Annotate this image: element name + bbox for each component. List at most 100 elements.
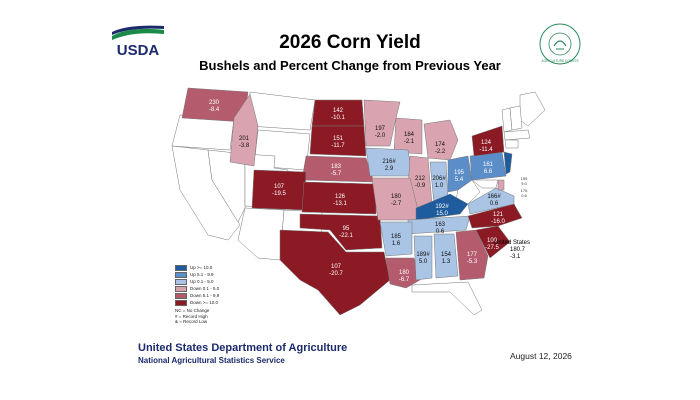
state-label-wi-change: -2.1 [404,139,415,145]
state-label-il-yield: 212 [415,176,426,182]
state-ky [415,193,469,221]
state-id [229,93,259,167]
state-label-ne-yield: 183 [331,164,342,170]
state-nc [467,203,523,229]
state-label-oh-change: 5.4 [455,177,464,183]
state-mt [247,91,316,131]
state-label-tx-change: -20.7 [329,271,343,277]
state-nj [503,151,513,175]
state-ct [504,139,519,149]
state-label-co-change: -19.5 [272,191,286,197]
state-label-ky-change: 15.0 [436,211,448,217]
legend-label: Up 5.1 - 9.9 [190,272,214,277]
state-ga [455,229,489,281]
state-sd [309,125,367,157]
state-label-pa-change: 6.6 [484,169,493,175]
state-label-ny-change: -11.4 [479,147,493,153]
legend-swatch [175,264,187,271]
state-label-nc-change: -16.0 [491,219,505,225]
state-me [519,91,546,127]
state-label-wa-change: -8.4 [209,107,220,113]
legend-swatch [175,278,187,285]
legend-swatch [175,299,187,306]
state-label-pa-yield: 161 [483,162,494,168]
state-tx [279,229,391,315]
state-label-ks-yield: 126 [335,194,346,200]
state-label-wa-yield: 230 [209,100,220,106]
usda-logo-text: USDA [117,42,160,59]
state-label-co-yield: 107 [274,184,285,190]
state-label-ga-change: -5.3 [467,259,478,265]
legend-label: Up >= 10.0 [190,265,213,270]
state-label-nj-change: 9.0 [521,181,527,186]
state-label-va-change: 0.6 [490,201,499,207]
state-nh [509,105,523,131]
page-subtitle: Bushels and Percent Change from Previous… [199,58,501,73]
page-title: 2026 Corn Yield [279,32,421,53]
nass-agency-name: National Agricultural Statistics Service [138,356,285,365]
state-label-mi-yield: 174 [435,142,446,148]
state-label-ks-change: -13.1 [333,201,347,207]
legend-item: Down 0.1 - 5.0 [175,285,265,292]
usda-department-name: United States Department of Agriculture [138,342,348,354]
legend-item: Up >= 10.0 [175,264,265,271]
legend-item: Down >= 10.0 [175,299,265,306]
state-label-il-change: -0.9 [415,183,426,189]
state-label-nc-yield: 121 [493,212,504,218]
state-ks [301,181,377,215]
state-label-in-change: 1.0 [435,183,444,189]
us-total-label: United States 180.7 -3.1 [494,240,530,260]
legend-note: # = Record High [175,313,208,319]
legend-swatch [175,271,187,278]
state-al [433,233,459,279]
legend-swatch [175,292,187,299]
state-la [385,257,421,289]
state-label-ar-yield: 185 [391,234,402,240]
state-label-id-change: -3.8 [239,143,250,149]
legend: Up >= 10.0 Up 5.1 - 9.9 Up 0.1 - 5.0 Down 0… [175,264,265,325]
state-label-tn-yield: 163 [435,222,446,228]
us-total-name: United States [494,240,530,246]
state-mn [363,99,401,147]
state-az [237,207,285,261]
state-ma [503,129,531,141]
state-label-va-yield: 166# [487,194,501,200]
state-label-ny-yield: 124 [481,140,492,146]
legend-note: NC = No Change [175,308,210,313]
state-label-ky-yield: 192# [435,204,449,210]
state-label-sd-change: -11.7 [331,143,345,149]
state-label-de-yield: 175 [521,188,528,193]
state-label-la-yield: 180 [399,270,410,276]
state-label-ia-change: 2.9 [385,166,394,172]
legend-item: Up 5.1 - 9.9 [175,271,265,278]
state-label-sc-change: -27.5 [485,245,499,251]
legend-item: Up 0.1 - 5.0 [175,278,265,285]
seal-text: AGRICULTURE COUNTS [542,59,579,63]
state-label-wi-yield: 184 [404,132,415,138]
state-label-tx-yield: 107 [331,264,342,270]
state-oh [447,155,473,193]
agriculture-counts-seal: AGRICULTURE COUNTS [539,23,581,65]
state-label-ga-yield: 177 [467,252,478,258]
state-label-mn-yield: 197 [375,126,386,132]
state-label-sd-yield: 151 [333,136,344,142]
state-de [497,179,505,191]
state-label-ar-change: 1.6 [392,241,401,247]
state-label-ms-change: 5.0 [419,259,428,265]
legend-note: & = Record Low [175,319,208,324]
state-wi [393,117,423,155]
state-label-al-yield: 154 [441,252,452,258]
state-ms [413,235,433,281]
state-sc [475,225,511,259]
legend-item: Down 5.1 - 9.9 [175,292,265,299]
state-label-in-yield: 206# [432,176,446,182]
state-label-oh-yield: 195 [454,170,465,176]
state-label-ok-change: -22.1 [339,233,353,239]
state-label-ia-yield: 216# [382,159,396,165]
legend-label: Down 5.1 - 9.9 [190,293,220,298]
state-va [467,187,515,215]
state-label-al-change: 1.3 [442,259,451,265]
state-label-sc-yield: 100 [487,238,498,244]
state-label-tn-change: 0.6 [436,229,445,235]
us-corn-yield-map: 230-8.4 201-3.8 142-10.1 151-11.7 183-5.7 107… [171,87,546,315]
